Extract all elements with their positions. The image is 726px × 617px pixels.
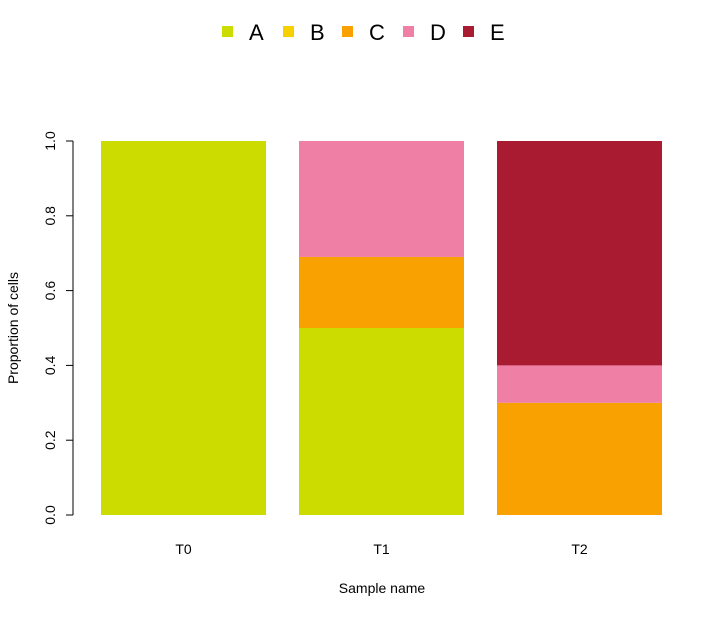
- x-tick-label: T0: [175, 541, 192, 557]
- legend: A B C D E: [222, 20, 505, 45]
- y-tick-label: 0.8: [42, 206, 58, 226]
- y-tick-label: 0.0: [42, 505, 58, 525]
- y-tick-label: 1.0: [42, 131, 58, 151]
- y-tick-label: 0.6: [42, 281, 58, 301]
- bar-segment-t2-e: [497, 141, 662, 366]
- y-axis: 0.0 0.2 0.4 0.6 0.8 1.0: [42, 131, 74, 525]
- bar-segment-t1-c: [299, 256, 464, 328]
- legend-swatch-d: [403, 26, 414, 37]
- legend-label-d: D: [430, 20, 446, 45]
- legend-label-e: E: [490, 20, 505, 45]
- bar-segment-t2-c: [497, 402, 662, 515]
- legend-label-b: B: [310, 20, 325, 45]
- bar-segment-t1-a: [299, 328, 464, 515]
- x-tick-label: T1: [373, 541, 390, 557]
- bar-segment-t1-d: [299, 141, 464, 257]
- bars-group: [101, 141, 662, 515]
- legend-label-a: A: [249, 20, 264, 45]
- y-axis-title: Proportion of cells: [5, 272, 21, 384]
- bar-segment-t0-a: [101, 141, 266, 515]
- legend-swatch-a: [222, 26, 233, 37]
- legend-swatch-e: [463, 26, 474, 37]
- bar-segment-t2-d: [497, 365, 662, 403]
- y-tick-label: 0.2: [42, 430, 58, 450]
- x-axis-title: Sample name: [339, 580, 426, 596]
- legend-swatch-c: [342, 26, 353, 37]
- x-tick-label: T2: [571, 541, 588, 557]
- legend-swatch-b: [283, 26, 294, 37]
- x-axis-labels: T0 T1 T2: [175, 541, 588, 557]
- y-tick-label: 0.4: [42, 355, 58, 375]
- legend-label-c: C: [369, 20, 385, 45]
